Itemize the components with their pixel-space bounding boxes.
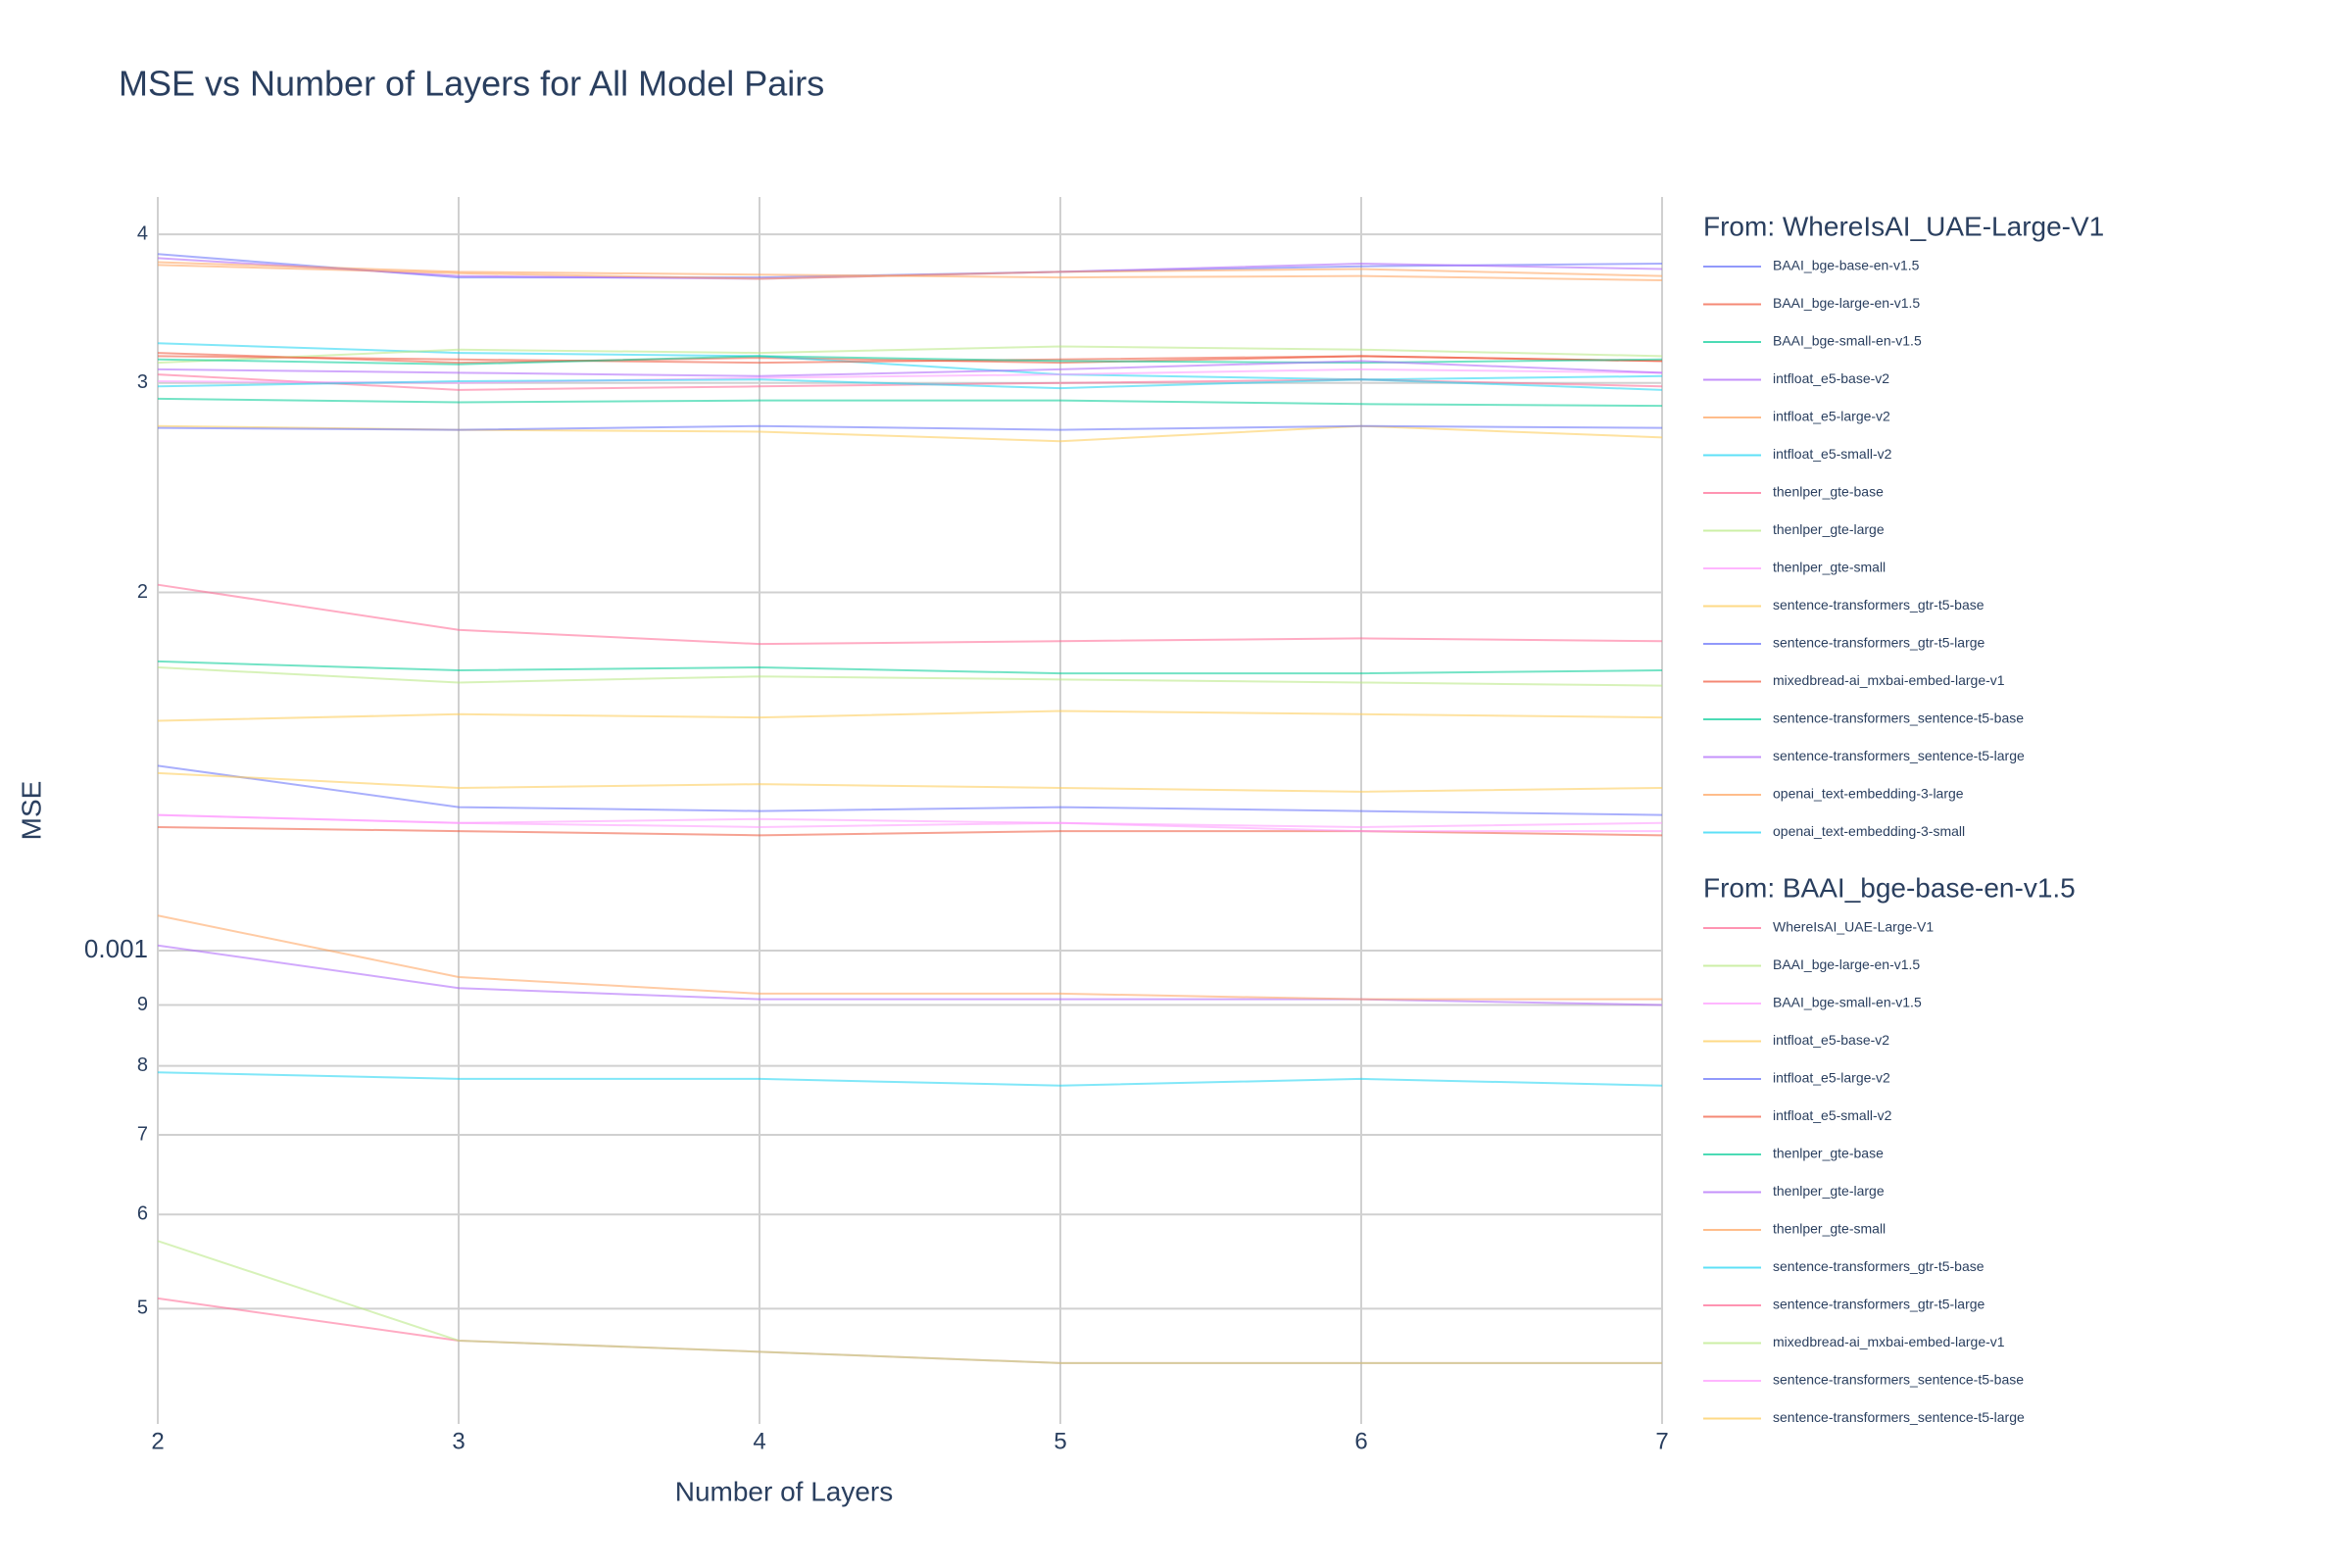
legend-label: thenlper_gte-small xyxy=(1773,1221,1886,1237)
legend-label: sentence-transformers_gtr-t5-large xyxy=(1773,635,1985,651)
series-line xyxy=(157,397,1663,408)
series-line xyxy=(157,360,1663,377)
x-tick-label: 7 xyxy=(1655,1428,1668,1454)
series-line xyxy=(157,583,1663,646)
legend-label: intfloat_e5-large-v2 xyxy=(1773,1070,1890,1086)
y-tick-label: 9 xyxy=(137,994,148,1015)
series-line xyxy=(157,1240,1662,1364)
legend-label: intfloat_e5-base-v2 xyxy=(1773,1032,1889,1048)
y-tick-label: 5 xyxy=(137,1298,148,1319)
legend-label: sentence-transformers_sentence-t5-base xyxy=(1773,710,2024,726)
series-line xyxy=(157,345,1663,365)
series-line xyxy=(157,264,1663,280)
x-tick-label: 5 xyxy=(1054,1428,1066,1454)
legend-label: mixedbread-ai_mxbai-embed-large-v1 xyxy=(1773,1334,2005,1349)
series-line xyxy=(157,914,1662,1001)
legend-label: sentence-transformers_gtr-t5-base xyxy=(1773,597,1984,612)
legend-label: thenlper_gte-small xyxy=(1773,560,1886,575)
x-tick-label: 4 xyxy=(753,1428,765,1454)
legend-label: BAAI_bge-large-en-v1.5 xyxy=(1773,295,1920,311)
y-tick-label: 0.001 xyxy=(84,934,148,963)
legend-label: sentence-transformers_sentence-t5-large xyxy=(1773,748,2025,763)
series-line xyxy=(157,378,1663,391)
legend-label: thenlper_gte-base xyxy=(1773,1146,1884,1161)
series-line xyxy=(157,355,1663,365)
legend-label: BAAI_bge-small-en-v1.5 xyxy=(1773,995,1922,1010)
series-line xyxy=(157,665,1663,687)
legend-label: openai_text-embedding-3-large xyxy=(1773,786,1964,802)
series-line xyxy=(157,771,1663,793)
legend-label: sentence-transformers_gtr-t5-base xyxy=(1773,1258,1984,1274)
legend-label: BAAI_bge-small-en-v1.5 xyxy=(1773,333,1922,349)
y-tick-label: 3 xyxy=(137,371,148,393)
legend-label: mixedbread-ai_mxbai-embed-large-v1 xyxy=(1773,672,2005,688)
x-axis-label: Number of Layers xyxy=(675,1476,894,1506)
series-line xyxy=(157,710,1663,722)
x-tick-label: 2 xyxy=(151,1428,164,1454)
y-tick-label: 2 xyxy=(137,581,148,603)
x-tick-label: 3 xyxy=(452,1428,465,1454)
chart-title: MSE vs Number of Layers for All Model Pa… xyxy=(119,64,824,104)
legend-label: thenlper_gte-base xyxy=(1773,484,1884,500)
legend-label: sentence-transformers_sentence-t5-large xyxy=(1773,1409,2025,1425)
series-line xyxy=(157,424,1663,431)
series-line xyxy=(157,813,1662,833)
series-line xyxy=(157,660,1663,675)
legend-group-title: From: WhereIsAI_UAE-Large-V1 xyxy=(1703,211,2104,241)
y-tick-label: 7 xyxy=(137,1123,148,1145)
y-tick-label: 6 xyxy=(137,1203,148,1225)
legend-label: intfloat_e5-small-v2 xyxy=(1773,446,1892,462)
legend-label: sentence-transformers_sentence-t5-base xyxy=(1773,1372,2024,1388)
legend-label: BAAI_bge-large-en-v1.5 xyxy=(1773,956,1920,972)
legend-group-title: From: BAAI_bge-base-en-v1.5 xyxy=(1703,872,2076,903)
legend-label: intfloat_e5-small-v2 xyxy=(1773,1107,1892,1123)
series-line xyxy=(157,764,1663,816)
y-tick-label: 8 xyxy=(137,1054,148,1076)
y-tick-label: 4 xyxy=(137,222,148,244)
series-line xyxy=(157,1071,1663,1087)
legend-label: WhereIsAI_UAE-Large-V1 xyxy=(1773,919,1934,935)
legend-label: intfloat_e5-base-v2 xyxy=(1773,370,1889,386)
legend-label: thenlper_gte-large xyxy=(1773,521,1885,537)
legend-label: openai_text-embedding-3-small xyxy=(1773,823,1965,839)
legend-label: sentence-transformers_gtr-t5-large xyxy=(1773,1297,1985,1312)
y-axis-label: MSE xyxy=(16,781,46,841)
legend-label: thenlper_gte-large xyxy=(1773,1183,1885,1199)
legend-label: intfloat_e5-large-v2 xyxy=(1773,409,1890,424)
x-tick-label: 6 xyxy=(1354,1428,1367,1454)
legend-label: BAAI_bge-base-en-v1.5 xyxy=(1773,258,1920,273)
